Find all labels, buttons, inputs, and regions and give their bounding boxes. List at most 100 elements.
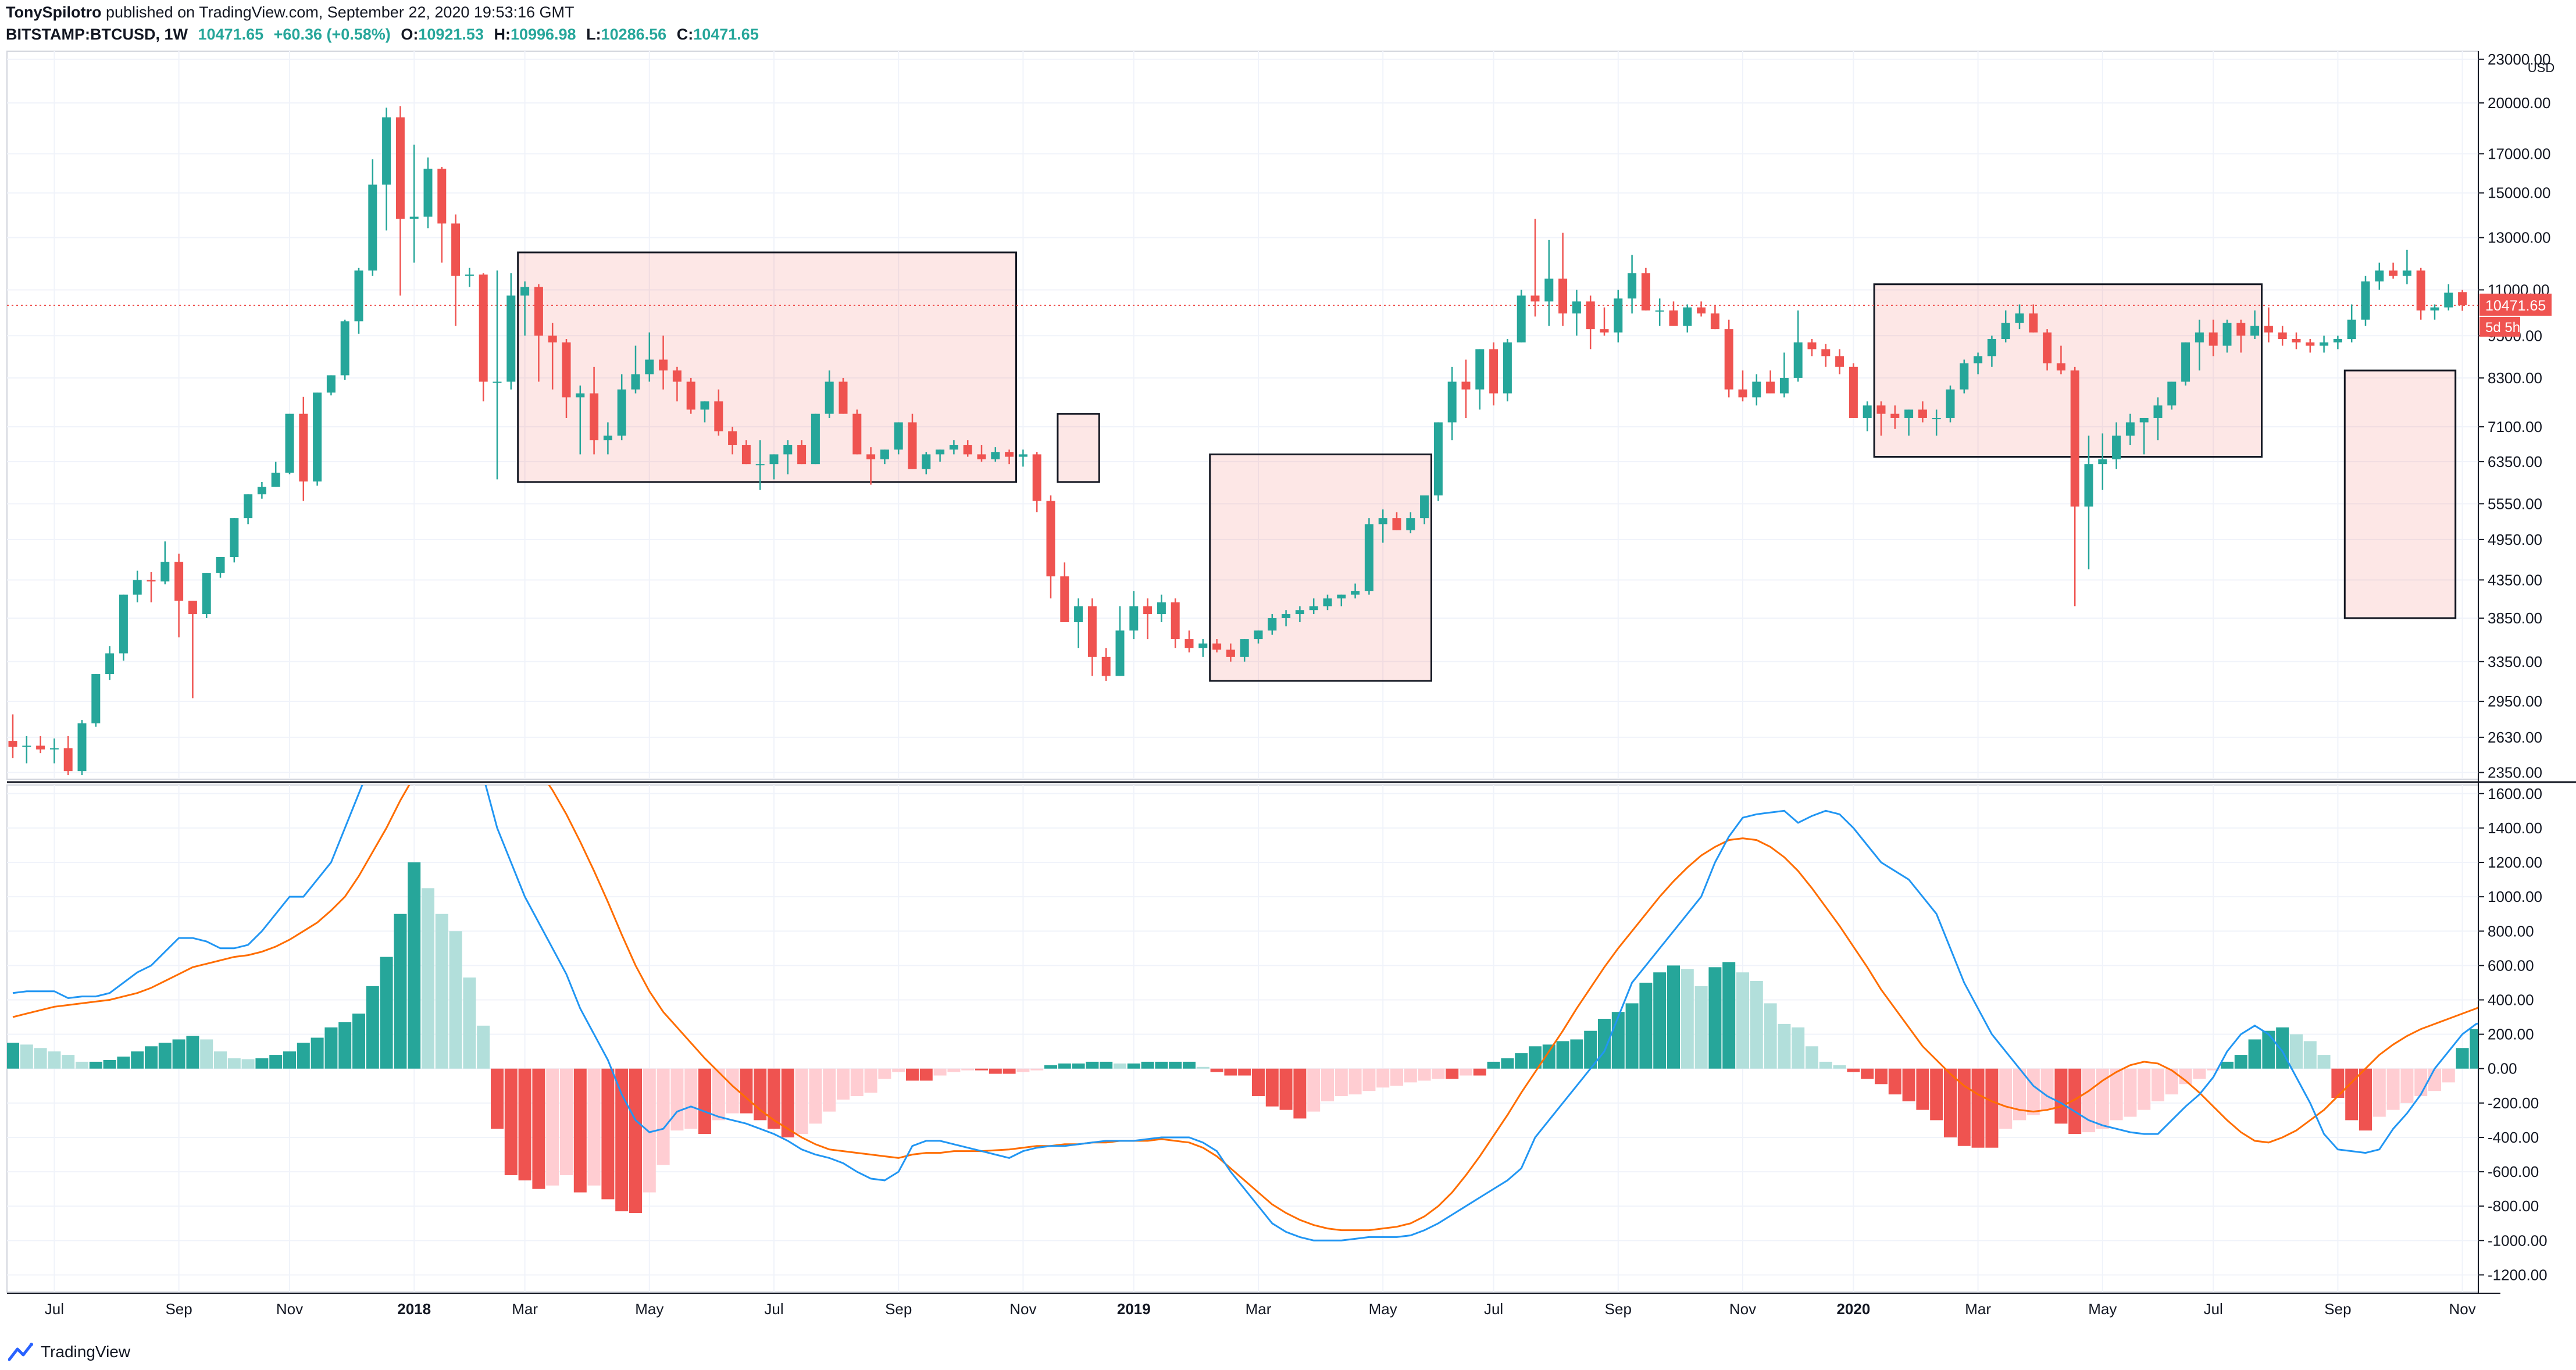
candle-body xyxy=(1447,381,1457,423)
candle-body xyxy=(2029,313,2038,333)
macd-histogram-bar xyxy=(601,1068,615,1200)
macd-histogram-bar xyxy=(214,1051,227,1069)
time-tick-label: Nov xyxy=(1729,1300,1756,1318)
price-tick-label: 17000.00 xyxy=(2488,145,2550,162)
change-value: +60.36 (+0.58%) xyxy=(273,26,391,43)
candle-body xyxy=(797,445,807,465)
macd-histogram-bar xyxy=(1888,1068,1901,1095)
candle-body xyxy=(354,270,363,322)
candle-body xyxy=(1544,279,1554,302)
macd-histogram-bar xyxy=(1653,972,1667,1069)
macd-histogram-bar xyxy=(1681,969,1694,1069)
candle-body xyxy=(119,594,128,654)
candle-body xyxy=(811,413,820,465)
candle-body xyxy=(395,117,405,219)
macd-histogram-bar xyxy=(1625,1003,1639,1069)
macd-histogram-bar xyxy=(1736,972,1749,1069)
macd-histogram-bar xyxy=(2234,1055,2247,1069)
macd-histogram-bar xyxy=(698,1068,711,1134)
macd-histogram-bar xyxy=(1750,980,1763,1069)
macd-histogram-bar xyxy=(269,1055,283,1069)
macd-histogram-bar xyxy=(2290,1034,2303,1069)
candle-body xyxy=(2043,332,2052,363)
candle-body xyxy=(1433,422,1443,495)
time-tick-label: May xyxy=(1369,1300,1397,1318)
macd-histogram-bar xyxy=(532,1068,545,1189)
price-tick-label: 15000.00 xyxy=(2488,184,2550,202)
macd-histogram-bar xyxy=(62,1055,75,1069)
macd-histogram-bar xyxy=(1515,1053,1528,1069)
macd-histogram-bar xyxy=(338,1022,352,1069)
candle-body xyxy=(493,381,502,383)
macd-histogram-bar xyxy=(1086,1061,1099,1069)
candle-body xyxy=(1572,301,1581,314)
macd-histogram-bar xyxy=(76,1061,88,1069)
candle-body xyxy=(1323,598,1332,606)
macd-histogram-bar xyxy=(1930,1068,1943,1121)
candle-body xyxy=(1904,409,1914,418)
candle-body xyxy=(1420,495,1429,519)
candle-body xyxy=(1171,602,1180,640)
last-price-badge xyxy=(2479,293,2552,316)
open-value: 10921.53 xyxy=(418,26,484,43)
candle-body xyxy=(49,748,59,750)
candle-body xyxy=(1115,630,1125,676)
candle-body xyxy=(1143,606,1153,615)
last-price-badge-label: 10471.65 xyxy=(2485,298,2546,314)
candle-body xyxy=(77,723,87,772)
macd-histogram-bar xyxy=(380,957,393,1069)
candle-body xyxy=(285,413,294,473)
price-macd-chart[interactable]: Jul Sep Nov 2018 Mar May Jul Sep Nov 2019 Mar May Ju… xyxy=(0,0,2576,1337)
range-box xyxy=(2343,369,2457,619)
tradingview-brand-label[interactable]: TradingView xyxy=(41,1343,131,1361)
range-box xyxy=(517,251,1017,483)
symbol-label[interactable]: BITSTAMP:BTCUSD, 1W xyxy=(6,26,188,43)
candle-body xyxy=(2458,292,2467,305)
candle-body xyxy=(1946,389,1955,418)
candle-body xyxy=(949,445,958,450)
candle-body xyxy=(1835,356,1844,367)
candle-body xyxy=(2153,405,2163,418)
macd-histogram-bar xyxy=(1556,1041,1569,1069)
price-tick-label: 6350.00 xyxy=(2488,453,2542,470)
macd-histogram-bar xyxy=(2054,1068,2068,1124)
macd-histogram-bar xyxy=(919,1068,933,1081)
time-tick-label: Jul xyxy=(45,1300,64,1318)
candle-body xyxy=(1018,454,1027,457)
macd-histogram-bar xyxy=(2539,1039,2552,1068)
macd-histogram-bar xyxy=(1639,982,1653,1069)
macd-histogram-bar xyxy=(435,914,448,1069)
macd-histogram-bar xyxy=(1335,1068,1348,1097)
macd-histogram-bar xyxy=(1210,1068,1223,1072)
macd-histogram-bar xyxy=(255,1058,269,1069)
macd-histogram-bar xyxy=(2026,1068,2040,1115)
macd-histogram-bar xyxy=(1861,1068,1874,1079)
macd-histogram-bar xyxy=(2359,1068,2372,1131)
candle-body xyxy=(700,401,709,410)
macd-tick-label: 1600.00 xyxy=(2488,785,2542,802)
tradingview-footer: TradingView xyxy=(8,1337,130,1367)
macd-histogram-bar xyxy=(1155,1061,1168,1069)
macd-histogram-bar xyxy=(1376,1068,1390,1088)
macd-histogram-bar xyxy=(768,1068,780,1129)
author-name[interactable]: TonySpilotro xyxy=(6,3,102,21)
macd-histogram-bar xyxy=(1169,1061,1182,1069)
macd-histogram-bar xyxy=(172,1039,185,1069)
candle-body xyxy=(977,454,986,459)
time-tick-label: Sep xyxy=(885,1300,912,1318)
macd-tick-label: -400.00 xyxy=(2488,1129,2539,1146)
macd-histogram-bar xyxy=(961,1068,975,1071)
macd-histogram-bar xyxy=(2372,1068,2386,1117)
candle-body xyxy=(340,321,349,376)
candle-body xyxy=(202,573,211,615)
price-tick-label: 8300.00 xyxy=(2488,369,2542,387)
candle-body xyxy=(2347,319,2356,339)
candle-body xyxy=(1406,518,1415,530)
candle-body xyxy=(880,449,889,459)
macd-histogram-bar xyxy=(1487,1061,1500,1069)
macd-histogram-bar xyxy=(1971,1068,1985,1148)
chart-header: TonySpilotro published on TradingView.co… xyxy=(5,2,2505,49)
macd-histogram-bar xyxy=(726,1068,739,1114)
price-tick-label: 20000.00 xyxy=(2488,94,2550,112)
candle-body xyxy=(1475,349,1485,390)
